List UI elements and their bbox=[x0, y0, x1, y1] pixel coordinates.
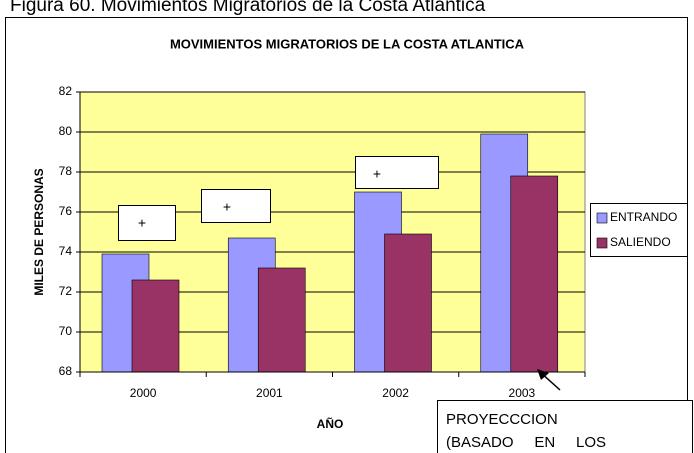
legend-label: ENTRANDO bbox=[610, 210, 677, 224]
annotation: + bbox=[223, 199, 231, 215]
y-tick-label: 68 bbox=[59, 364, 73, 378]
annotation: + bbox=[138, 215, 146, 231]
legend-swatch bbox=[596, 237, 608, 249]
x-tick-label: 2000 bbox=[130, 386, 157, 400]
y-axis-label: MILES DE PERSONAS bbox=[32, 168, 46, 295]
caption: Figura 60. Movimientos Migratorios de la… bbox=[10, 0, 486, 16]
annotation: + bbox=[373, 166, 381, 182]
bar bbox=[131, 279, 180, 373]
y-tick-label: 78 bbox=[59, 164, 73, 178]
y-tick-label: 72 bbox=[59, 284, 73, 298]
legend-label: SALIENDO bbox=[610, 235, 671, 249]
x-tick-label: 2002 bbox=[382, 386, 409, 400]
y-tick-label: 80 bbox=[59, 124, 73, 138]
annotation: PROYECCCION bbox=[446, 411, 558, 428]
x-tick-label: 2001 bbox=[256, 386, 283, 400]
annotation-box bbox=[355, 156, 439, 189]
x-tick-label: 2003 bbox=[509, 386, 536, 400]
y-tick-label: 82 bbox=[59, 84, 73, 98]
y-tick-label: 70 bbox=[59, 324, 73, 338]
legend-swatch bbox=[596, 212, 608, 224]
bar bbox=[510, 175, 559, 373]
y-tick-label: 74 bbox=[59, 244, 73, 258]
arrow-head bbox=[537, 369, 549, 380]
x-axis-label: AÑO bbox=[317, 416, 344, 431]
annotation-box bbox=[118, 205, 176, 241]
bar bbox=[257, 267, 306, 373]
chart-title: MOVIMIENTOS MIGRATORIOS DE LA COSTA ATLA… bbox=[170, 36, 525, 51]
annotation: (BASADO EN LOS bbox=[446, 434, 606, 451]
annotation-box bbox=[201, 189, 271, 223]
annotation-box bbox=[437, 400, 693, 453]
bar bbox=[384, 233, 432, 373]
y-tick-label: 76 bbox=[59, 204, 73, 218]
